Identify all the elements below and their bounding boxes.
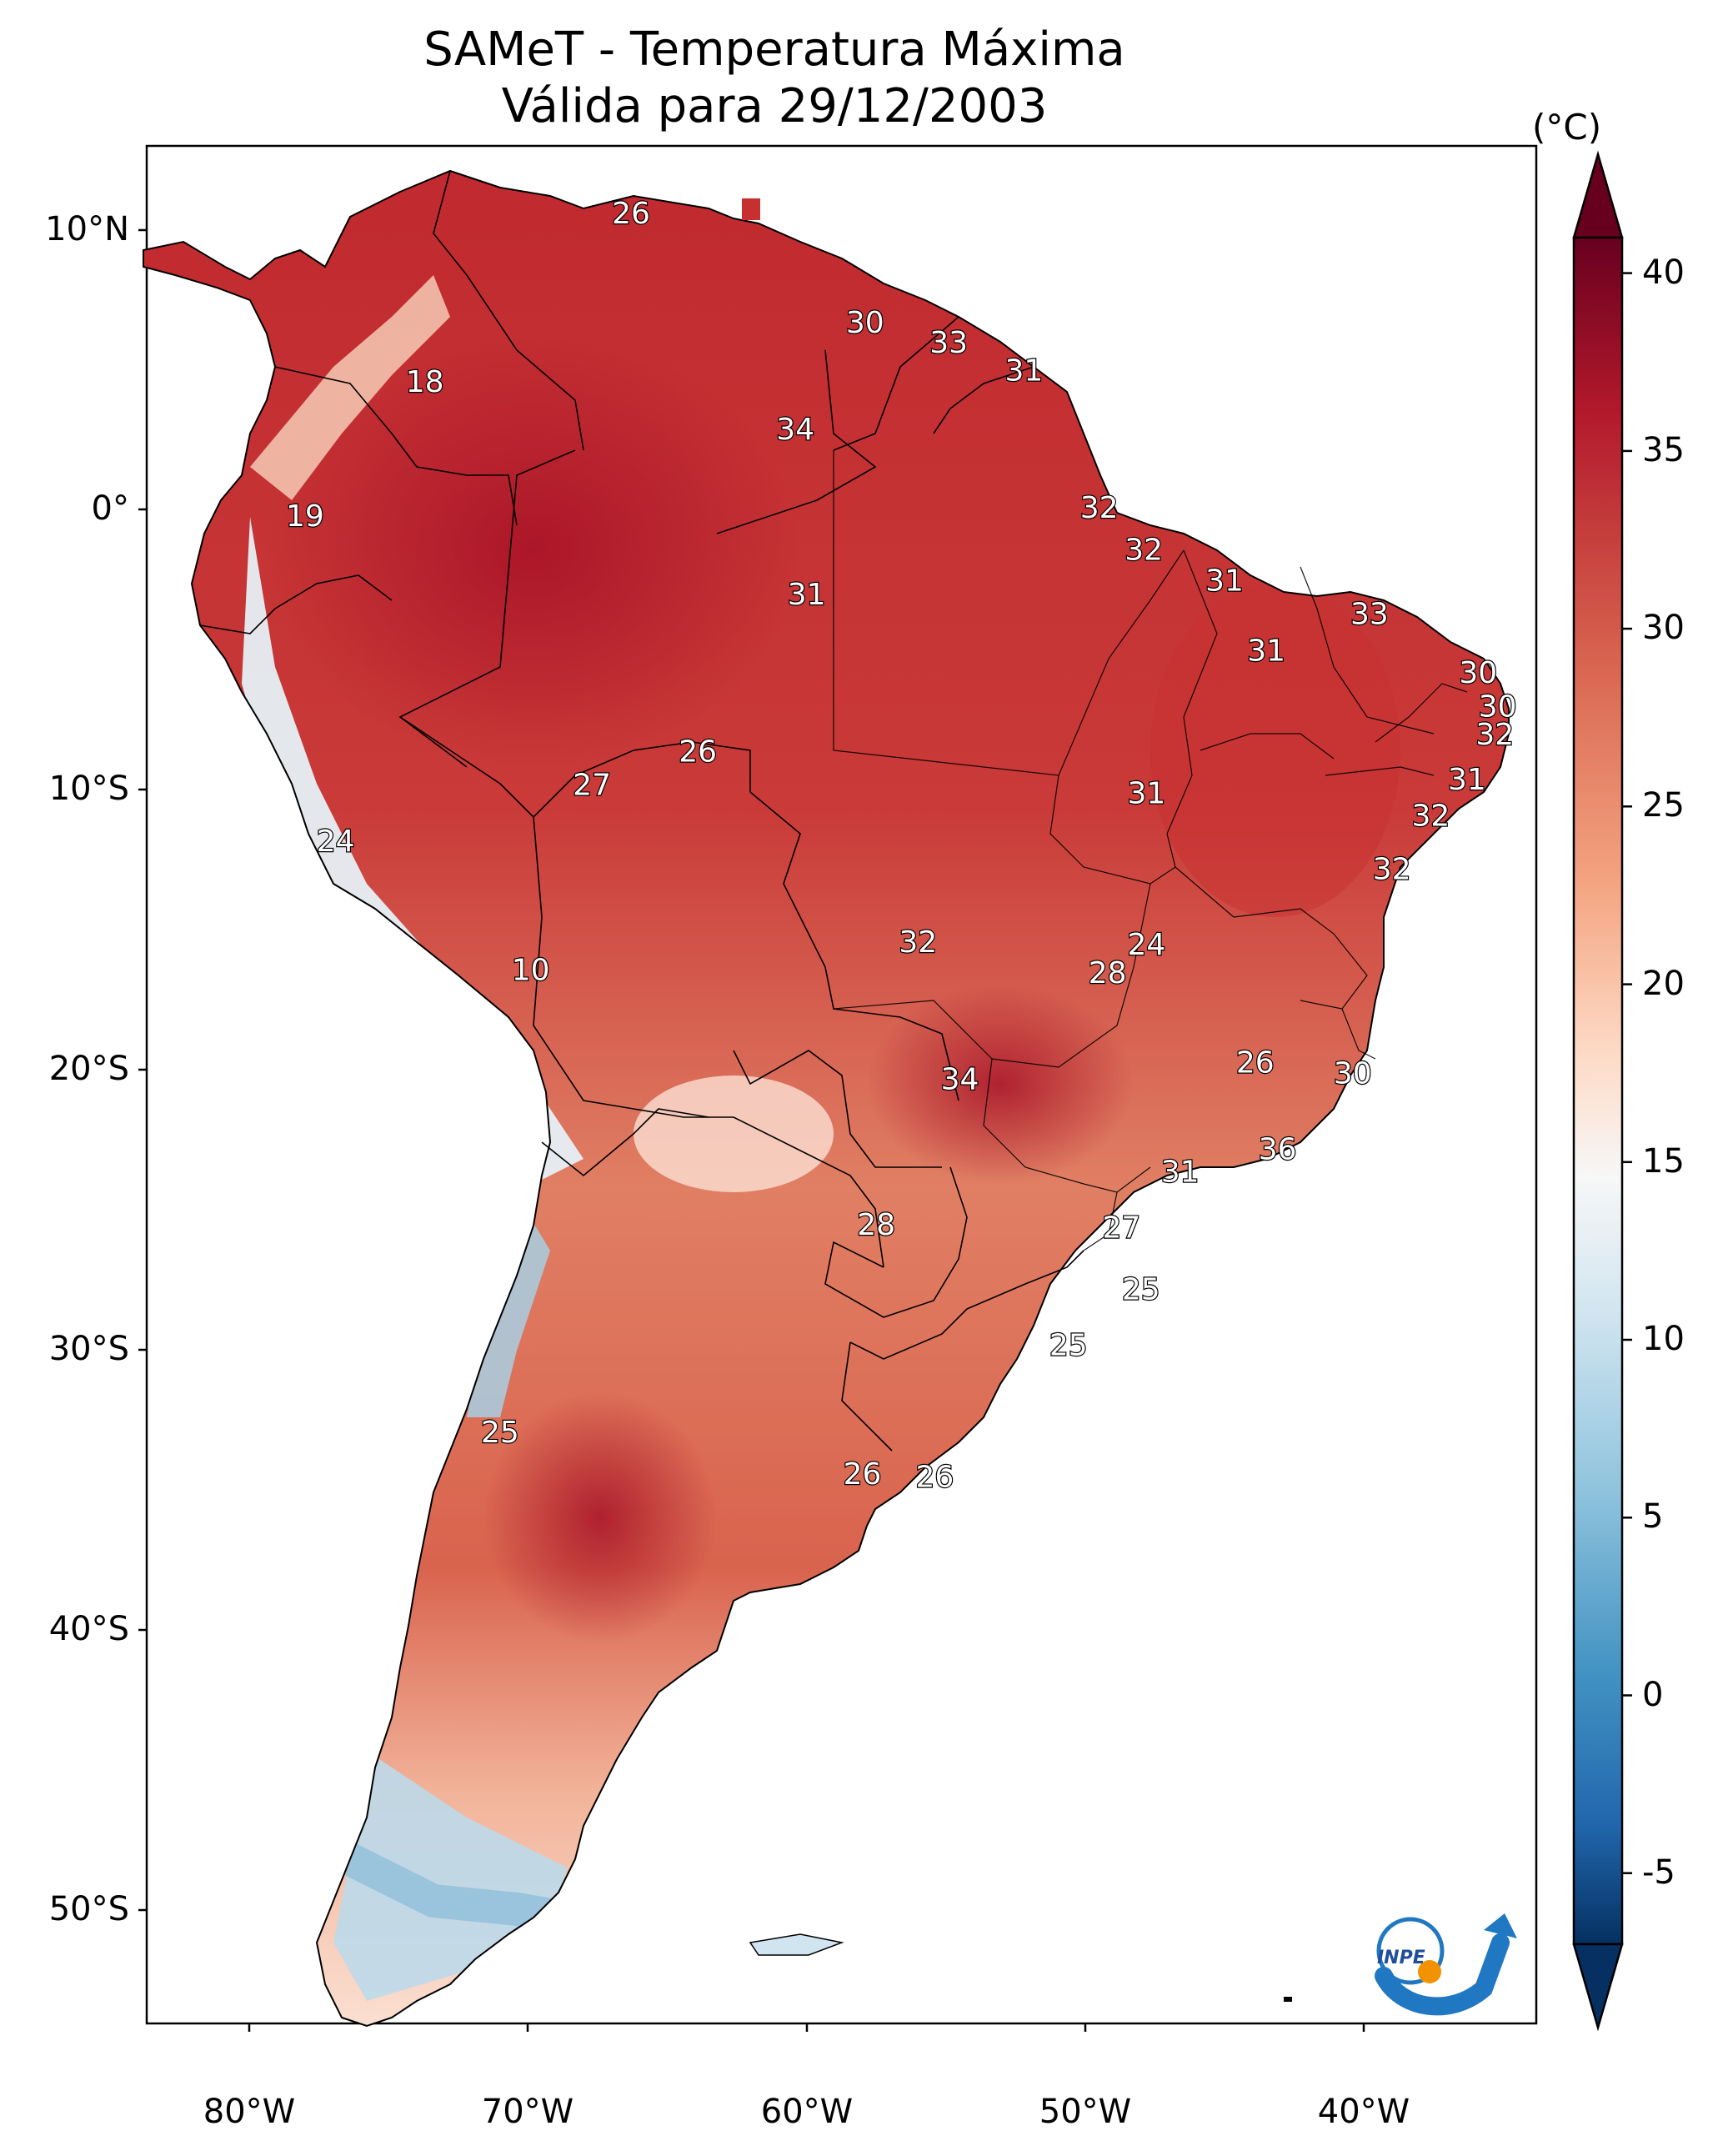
- contour-label: 33: [929, 326, 968, 360]
- colorbar: [1572, 150, 1632, 2032]
- contour-label: 32: [1373, 852, 1411, 886]
- lat-label-30s: 30°S: [48, 1330, 129, 1368]
- contour-label: 32: [899, 925, 937, 960]
- contour-label: 19: [286, 499, 324, 534]
- contour-label: 26: [612, 197, 650, 231]
- colorbar-tick-label: 40: [1642, 253, 1685, 292]
- contour-label: 18: [406, 365, 444, 399]
- colorbar-tick-label: 5: [1642, 1497, 1664, 1537]
- contour-label: 24: [1127, 928, 1165, 962]
- colorbar-bar: [1572, 236, 1624, 1946]
- contour-label: 30: [1334, 1057, 1372, 1091]
- contour-label: 33: [1350, 598, 1389, 632]
- contour-label: 30: [1479, 690, 1517, 725]
- lon-label-70w: 70°W: [481, 2093, 574, 2131]
- lat-label-0: 0°: [91, 489, 129, 528]
- contour-label: 26: [1236, 1045, 1275, 1080]
- contour-label: 31: [1247, 634, 1285, 668]
- lon-label-60w: 60°W: [760, 2093, 854, 2131]
- lat-label-50s: 50°S: [48, 1890, 129, 1928]
- colorbar-top-extend: [1572, 150, 1624, 239]
- contour-label: 36: [1259, 1132, 1297, 1166]
- colorbar-bottom-extend: [1572, 1943, 1624, 2032]
- contour-label: 32: [1411, 800, 1450, 834]
- contour-label: 31: [788, 578, 826, 612]
- contour-label: 34: [941, 1062, 979, 1096]
- contour-label: 31: [1161, 1155, 1200, 1189]
- contour-label: 30: [846, 306, 884, 340]
- contour-label: 31: [1448, 763, 1486, 797]
- contour-label: 31: [1127, 777, 1165, 811]
- colorbar-tick-label: 30: [1642, 609, 1685, 648]
- colorbar-tick-label: 25: [1642, 786, 1685, 825]
- contour-label: 26: [844, 1457, 882, 1492]
- map-subtitle: Válida para 29/12/2003: [501, 79, 1048, 133]
- lat-label-40s: 40°S: [48, 1610, 129, 1648]
- inpe-logo-text: INPE: [1377, 1948, 1425, 1968]
- colorbar-tick-label: 20: [1642, 964, 1685, 1003]
- contour-label: 34: [776, 413, 814, 447]
- lat-label-20s: 20°S: [48, 1050, 129, 1088]
- contour-label: 32: [1080, 491, 1119, 525]
- contour-label: 25: [1122, 1272, 1160, 1306]
- colorbar-tick-label: 0: [1642, 1675, 1664, 1714]
- contour-label: 26: [915, 1461, 954, 1495]
- contour-label: 32: [1475, 718, 1514, 752]
- country-borders: [199, 170, 1084, 1452]
- contour-label: 27: [1102, 1211, 1140, 1246]
- contour-label: 25: [1049, 1329, 1088, 1363]
- contour-label: 25: [481, 1416, 519, 1450]
- colorbar-tick-label: 10: [1642, 1320, 1685, 1358]
- colorbar-tick-label: 15: [1642, 1141, 1685, 1181]
- contour-label: 30: [1459, 656, 1497, 690]
- contour-label: 26: [679, 735, 717, 769]
- contour-label: 32: [1124, 533, 1163, 567]
- inpe-logo: INPE: [1375, 1913, 1517, 2016]
- contour-label: 28: [857, 1208, 895, 1242]
- lon-label-50w: 50°W: [1039, 2093, 1132, 2131]
- lon-label-80w: 80°W: [203, 2093, 296, 2131]
- contour-label: 10: [512, 953, 550, 987]
- colorbar-tick-label: -5: [1642, 1853, 1675, 1892]
- contour-labels: 2618193033313432313231333130303231323226…: [285, 196, 1518, 1496]
- contour-label: 31: [1205, 564, 1244, 598]
- contour-label: 27: [573, 769, 611, 803]
- map-title: SAMeT - Temperatura Máxima: [423, 23, 1125, 77]
- contour-label: 24: [317, 825, 355, 859]
- colorbar-tick-label: 35: [1642, 430, 1685, 469]
- south-georgia-marker: [1284, 1997, 1292, 2002]
- trinidad-island: [742, 198, 760, 220]
- state-borders: [833, 450, 1468, 1251]
- colorbar-unit: (°C): [1532, 107, 1602, 148]
- axis-ticks: [138, 228, 1365, 2032]
- contour-label: 28: [1089, 956, 1127, 990]
- lat-label-10s: 10°S: [48, 770, 129, 808]
- lon-label-40w: 40°W: [1317, 2093, 1410, 2131]
- lat-label-10n: 10°N: [45, 210, 129, 248]
- falkland-islands: [749, 1933, 844, 1956]
- contour-label: 31: [1004, 353, 1043, 388]
